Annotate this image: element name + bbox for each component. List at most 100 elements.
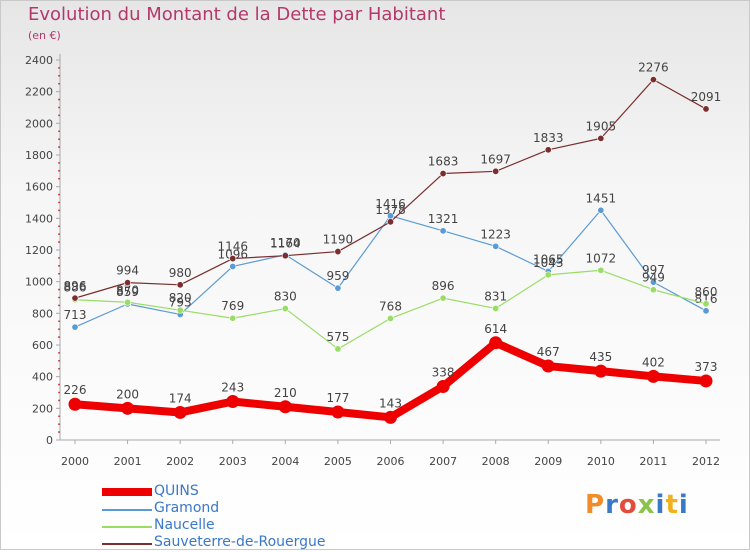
data-label-gramond: 959 <box>326 269 349 283</box>
data-point-sauveterre-de-rouergue <box>492 167 500 175</box>
data-point-gramond <box>649 278 657 286</box>
y-minor-tick <box>58 399 60 402</box>
data-point-gramond <box>439 227 447 235</box>
data-point-naucelle <box>597 266 605 274</box>
data-label-gramond: 1321 <box>428 212 459 226</box>
x-tick-label: 2008 <box>482 455 510 468</box>
x-tick-label: 2010 <box>587 455 615 468</box>
y-minor-tick <box>58 352 60 354</box>
data-point-quins <box>278 400 292 414</box>
data-label-quins: 143 <box>379 396 402 410</box>
data-point-quins <box>68 397 82 411</box>
x-tick-label: 2003 <box>219 455 247 468</box>
y-minor-tick <box>58 336 60 338</box>
y-minor-tick <box>58 233 60 236</box>
x-tick-label: 2006 <box>377 455 405 468</box>
data-point-sauveterre-de-rouergue <box>597 134 605 142</box>
y-tick-label: 0 <box>46 434 53 447</box>
x-tick-label: 2007 <box>429 455 457 468</box>
x-tick-label: 2001 <box>114 455 142 468</box>
legend-label-quins: QUINS <box>154 483 199 499</box>
data-point-gramond <box>492 242 500 250</box>
data-label-sauveterre-de-rouergue: 1378 <box>375 203 406 217</box>
y-minor-tick <box>58 264 60 267</box>
data-point-naucelle <box>176 306 184 314</box>
data-point-sauveterre-de-rouergue <box>544 146 552 154</box>
data-point-quins <box>331 405 345 419</box>
data-label-sauveterre-de-rouergue: 1146 <box>217 240 248 254</box>
data-label-naucelle: 896 <box>432 279 455 293</box>
y-minor-tick <box>58 423 60 426</box>
data-label-gramond: 859 <box>116 285 139 299</box>
y-tick-label: 1600 <box>25 181 53 194</box>
legend-swatch-gramond <box>102 509 152 511</box>
data-label-naucelle: 831 <box>484 289 507 303</box>
data-label-quins: 373 <box>695 360 718 374</box>
data-label-sauveterre-de-rouergue: 2276 <box>638 61 669 75</box>
data-label-naucelle: 575 <box>326 330 349 344</box>
data-point-naucelle <box>702 300 710 308</box>
data-label-quins: 614 <box>484 322 507 336</box>
data-label-naucelle: 769 <box>221 299 244 313</box>
data-label-naucelle: 820 <box>169 291 192 305</box>
data-label-sauveterre-de-rouergue: 2091 <box>691 90 722 104</box>
legend-swatch-sauveterre <box>102 543 152 545</box>
y-minor-tick <box>58 114 60 117</box>
legend-label-sauveterre: Sauveterre-de-Rouergue <box>154 534 326 550</box>
data-point-sauveterre-de-rouergue <box>124 279 132 287</box>
data-label-quins: 200 <box>116 387 139 401</box>
data-point-sauveterre-de-rouergue <box>71 294 79 302</box>
y-minor-tick <box>58 296 60 299</box>
data-point-naucelle <box>281 305 289 313</box>
data-label-gramond: 1416 <box>375 197 406 211</box>
data-point-quins <box>121 401 135 415</box>
x-tick-label: 2009 <box>534 455 562 468</box>
data-point-gramond <box>702 307 710 315</box>
data-label-sauveterre-de-rouergue: 980 <box>169 266 192 280</box>
legend-label-naucelle: Naucelle <box>154 517 215 533</box>
data-point-sauveterre-de-rouergue <box>439 170 447 178</box>
y-minor-tick <box>58 169 60 172</box>
data-point-sauveterre-de-rouergue <box>649 76 657 84</box>
data-point-gramond <box>71 323 79 331</box>
y-tick-label: 1400 <box>25 212 53 225</box>
data-point-quins <box>646 369 660 383</box>
data-label-quins: 435 <box>589 350 612 364</box>
y-minor-tick <box>58 162 60 164</box>
data-point-sauveterre-de-rouergue <box>386 218 394 226</box>
y-minor-tick <box>58 193 60 196</box>
data-point-naucelle <box>492 304 500 312</box>
data-point-quins <box>699 374 713 388</box>
data-point-sauveterre-de-rouergue <box>229 255 237 263</box>
y-minor-tick <box>58 391 60 394</box>
data-point-quins <box>173 405 187 419</box>
data-label-gramond: 1451 <box>586 191 617 205</box>
data-point-quins <box>384 410 397 424</box>
x-tick-label: 2004 <box>271 455 299 468</box>
y-tick-label: 1200 <box>25 244 53 257</box>
data-label-gramond: 997 <box>642 263 665 277</box>
y-tick-label: 2200 <box>25 86 53 99</box>
y-minor-tick <box>58 225 60 228</box>
y-minor-tick <box>58 241 60 243</box>
y-minor-tick <box>58 177 60 180</box>
y-minor-tick <box>58 367 60 370</box>
y-minor-tick <box>58 106 60 109</box>
data-point-naucelle <box>386 314 394 322</box>
data-point-naucelle <box>334 345 342 353</box>
data-label-sauveterre-de-rouergue: 1697 <box>480 152 511 166</box>
y-minor-tick <box>58 209 60 212</box>
y-tick-label: 400 <box>32 371 53 384</box>
data-label-naucelle: 886 <box>64 281 87 295</box>
data-point-naucelle <box>649 286 657 294</box>
data-label-quins: 402 <box>642 355 665 369</box>
x-tick-label: 2002 <box>166 455 194 468</box>
data-label-naucelle: 1043 <box>533 256 564 270</box>
data-label-sauveterre-de-rouergue: 1164 <box>270 237 301 251</box>
chart-subtitle: (en €) <box>28 29 61 42</box>
y-tick-label: 2400 <box>25 54 53 67</box>
y-tick-label: 600 <box>32 339 53 352</box>
data-point-sauveterre-de-rouergue <box>334 248 342 256</box>
data-point-quins <box>541 359 555 373</box>
